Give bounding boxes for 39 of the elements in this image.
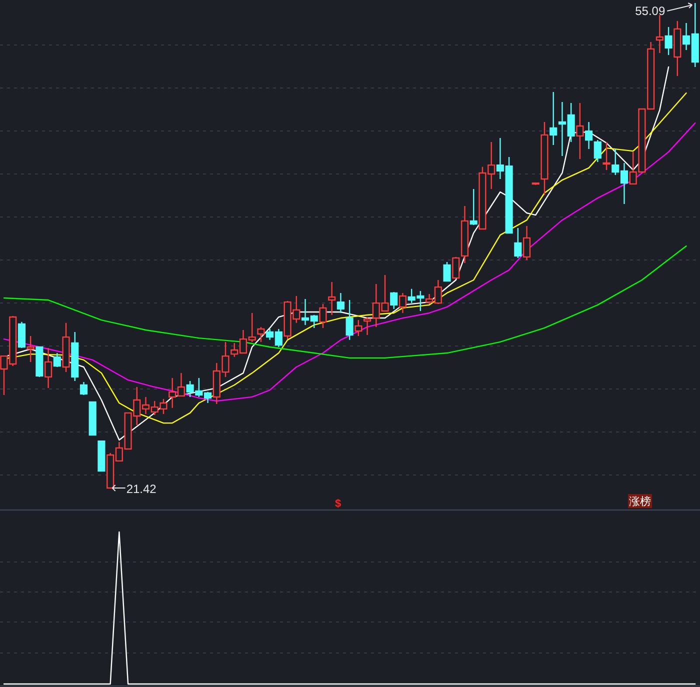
candlestick bbox=[336, 292, 344, 314]
candlestick bbox=[71, 331, 79, 382]
candlestick bbox=[80, 381, 88, 396]
candlestick bbox=[452, 256, 460, 279]
candlestick bbox=[514, 227, 522, 259]
candlestick bbox=[602, 141, 610, 171]
candlestick bbox=[470, 188, 478, 226]
candlestick bbox=[328, 281, 336, 316]
candlestick bbox=[443, 261, 451, 282]
annotation: 21.42 bbox=[126, 482, 157, 496]
candlestick bbox=[363, 316, 372, 336]
candlestick bbox=[36, 346, 44, 378]
candlestick bbox=[576, 102, 584, 160]
candlestick bbox=[88, 401, 96, 436]
candlestick bbox=[585, 121, 593, 150]
candlestick bbox=[354, 319, 362, 337]
candlestick bbox=[594, 139, 602, 163]
candlestick bbox=[398, 292, 407, 314]
annotation: 涨榜 bbox=[628, 494, 652, 508]
candlestick bbox=[44, 347, 52, 389]
candlestick bbox=[656, 14, 664, 54]
candlestick bbox=[674, 20, 682, 77]
candlestick bbox=[390, 291, 398, 310]
annotation: $ bbox=[334, 498, 342, 510]
candlestick bbox=[540, 121, 548, 196]
candlestick bbox=[98, 440, 106, 472]
candlestick bbox=[460, 205, 469, 264]
candlestick bbox=[532, 182, 540, 186]
candlestick bbox=[522, 225, 531, 261]
candlestick bbox=[257, 326, 265, 343]
candlestick bbox=[18, 321, 26, 349]
candlestick bbox=[62, 322, 70, 373]
candlestick bbox=[550, 91, 558, 146]
annotation: 55.09 bbox=[635, 4, 666, 18]
candlestick bbox=[53, 352, 61, 368]
candlestick bbox=[346, 299, 354, 341]
candlestick bbox=[664, 26, 672, 56]
candlestick bbox=[319, 303, 327, 329]
candlestick bbox=[26, 335, 34, 363]
